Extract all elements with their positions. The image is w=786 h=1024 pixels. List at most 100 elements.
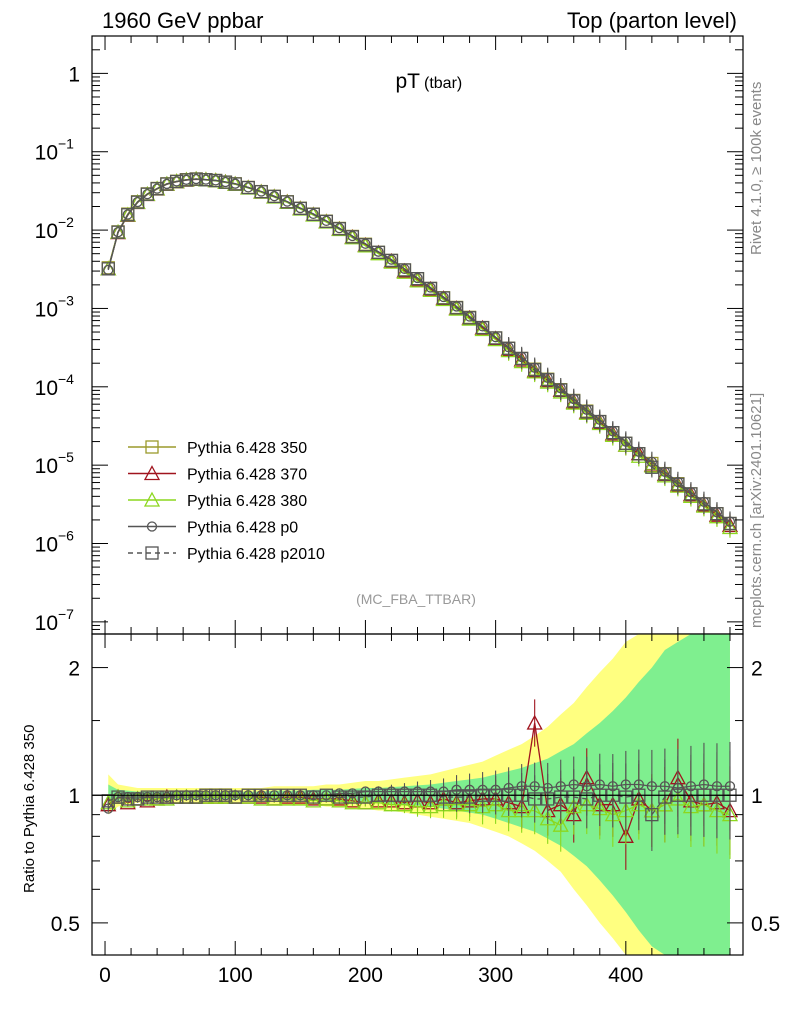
ratio-point (645, 807, 659, 822)
data-point (358, 238, 373, 252)
data-point (306, 207, 320, 221)
data-point (397, 263, 412, 277)
ratio-point (140, 790, 154, 804)
ratio-point (130, 792, 145, 806)
green-band (108, 634, 730, 955)
ratio-point (541, 792, 555, 806)
y-tick-label: 10 (35, 534, 58, 557)
data-point (171, 176, 182, 187)
data-point (181, 174, 192, 185)
legend-label: Pythia 6.428 p2010 (187, 546, 325, 563)
data-point (295, 202, 306, 214)
ratio-point (142, 791, 153, 803)
data-point (332, 222, 347, 236)
x-tick-label: 300 (478, 964, 513, 987)
data-point (308, 208, 319, 220)
ratio-point (526, 714, 543, 730)
data-point (241, 180, 255, 195)
ratio-point (345, 790, 360, 804)
data-point (160, 177, 174, 191)
data-point (269, 191, 280, 202)
x-tick-label: 400 (608, 964, 643, 987)
data-point (209, 173, 223, 188)
legend-marker (146, 521, 158, 532)
ratio-point (567, 790, 581, 804)
ratio-y-tick-label-right: 0.5 (751, 913, 780, 936)
data-point (243, 182, 254, 193)
data-point (161, 178, 173, 190)
ratio-point (462, 790, 477, 804)
ratio-y-tick-label-right: 2 (751, 658, 763, 681)
ratio-point (112, 791, 124, 803)
data-point (200, 174, 212, 185)
series-Pythia-6.428-p2010 (101, 172, 737, 534)
legend-label: Pythia 6.428 350 (187, 440, 307, 457)
main-frame (91, 35, 744, 635)
ratio-point (344, 792, 361, 808)
data-point (697, 497, 711, 511)
data-point (347, 230, 358, 242)
ratio-point (169, 790, 184, 804)
ratio-point (358, 790, 373, 804)
data-point (267, 189, 281, 204)
rivet-label: Rivet 4.1.0, ≥ 100k events (748, 82, 765, 255)
y-tick-label-exp: −4 (58, 371, 74, 387)
data-point (132, 196, 143, 208)
data-point (554, 383, 568, 397)
ratio-point (111, 790, 125, 804)
ratio-panel: 2 2 1 1 0.5 0.5 0 100 200 300 400 Ratio to Pythia … (21, 633, 780, 987)
data-point (280, 195, 294, 209)
data-point (658, 467, 672, 481)
data-point (334, 222, 345, 234)
data-point (345, 230, 360, 244)
data-point (684, 487, 698, 501)
legend-label: Pythia 6.428 p0 (187, 520, 298, 537)
y-tick-label: 10 (35, 455, 58, 478)
data-point (412, 272, 423, 284)
x-tick-label: 0 (99, 964, 111, 987)
ratio-point (331, 790, 348, 806)
data-point (645, 460, 659, 474)
data-point (436, 291, 451, 305)
data-point (319, 214, 334, 229)
data-point (228, 177, 242, 191)
data-point (321, 215, 332, 227)
data-point (256, 186, 267, 197)
data-point (331, 221, 348, 237)
data-point (122, 209, 133, 220)
y-tick-label: 10 (35, 612, 58, 635)
data-point (501, 341, 516, 355)
legend-marker (143, 465, 161, 481)
y-tick-label-exp: −6 (58, 528, 74, 544)
ratio-point (240, 788, 257, 804)
data-point (111, 225, 125, 239)
y-tick-label: 10 (35, 298, 58, 321)
ratio-point (332, 790, 347, 804)
data-point (344, 229, 361, 245)
y-tick-label: 1 (68, 63, 80, 86)
ratio-point (500, 802, 517, 818)
data-point (384, 253, 399, 268)
y-tick-label: 10 (35, 220, 58, 243)
data-point (423, 281, 438, 296)
data-point (606, 425, 620, 440)
data-point (449, 301, 464, 315)
ratio-point (554, 790, 568, 804)
data-point (541, 373, 555, 387)
x-tick-label: 100 (218, 964, 253, 987)
data-point (282, 196, 293, 207)
ratio-point (422, 798, 439, 814)
ratio-point (189, 790, 203, 804)
ratio-point (658, 790, 672, 804)
data-point (101, 262, 115, 276)
main-title-sub: (tbar) (424, 75, 462, 92)
data-point (632, 447, 646, 461)
data-point (515, 351, 529, 366)
data-point (723, 516, 737, 531)
legend-label: Pythia 6.428 370 (187, 467, 307, 484)
data-point (619, 436, 633, 450)
ratio-point (179, 790, 194, 804)
ratio-point (344, 794, 361, 810)
data-point (488, 331, 503, 345)
